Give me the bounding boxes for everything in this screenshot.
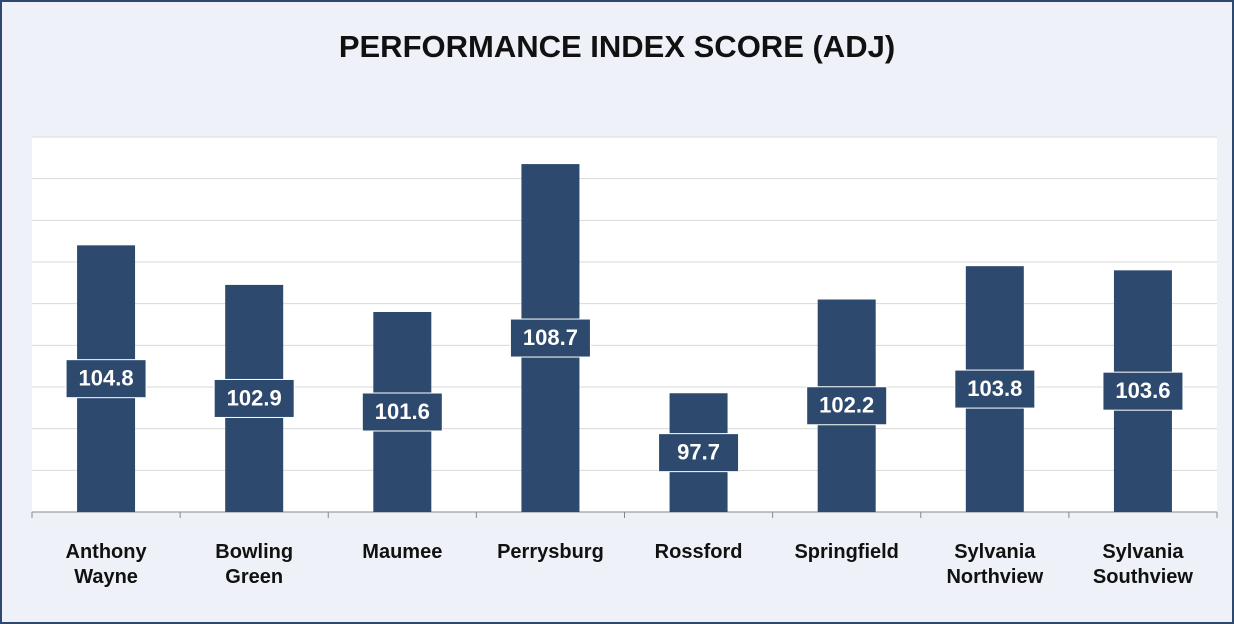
value-label-box bbox=[509, 318, 591, 358]
value-label: 97.7 bbox=[677, 439, 720, 464]
x-tick-label: Springfield bbox=[794, 541, 899, 563]
value-label: 102.9 bbox=[227, 385, 282, 410]
value-label: 101.6 bbox=[375, 399, 430, 424]
value-label-box bbox=[361, 392, 443, 432]
value-label: 104.8 bbox=[79, 365, 134, 390]
value-label-box bbox=[1102, 371, 1184, 411]
value-label: 108.7 bbox=[523, 325, 578, 350]
x-tick-label: Perrysburg bbox=[497, 541, 604, 563]
value-label: 103.8 bbox=[967, 376, 1022, 401]
value-label: 103.6 bbox=[1115, 378, 1170, 403]
value-label-box bbox=[213, 378, 295, 418]
x-tick-label: Sylvania Northview bbox=[946, 541, 1044, 588]
value-label: 102.2 bbox=[819, 393, 874, 418]
x-tick-label: Anthony Wayne bbox=[65, 541, 147, 588]
x-tick-label: Bowling Green bbox=[215, 541, 294, 588]
value-label-box bbox=[806, 386, 888, 426]
x-tick-label: Sylvania Southview bbox=[1092, 541, 1193, 588]
value-label-box bbox=[954, 369, 1036, 409]
value-label-box bbox=[658, 433, 740, 473]
chart-title: PERFORMANCE INDEX SCORE (ADJ) bbox=[339, 29, 895, 64]
x-tick-label: Rossford bbox=[654, 541, 743, 563]
x-tick-label: Maumee bbox=[362, 541, 443, 563]
plot-area bbox=[32, 137, 1217, 512]
value-label-box bbox=[65, 359, 147, 399]
